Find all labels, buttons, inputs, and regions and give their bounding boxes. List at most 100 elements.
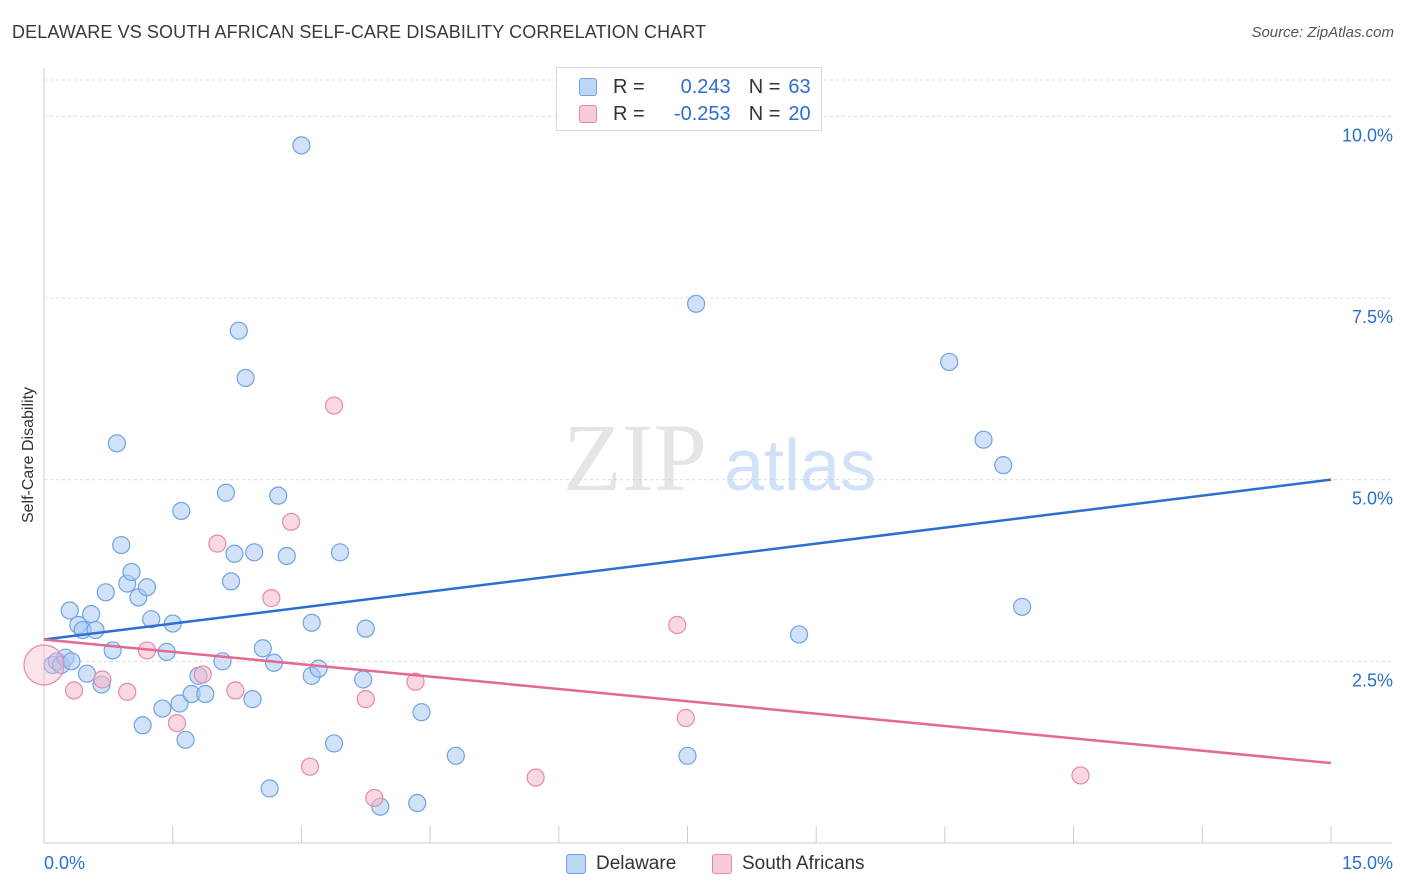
- delaware-point: [354, 670, 373, 689]
- south-africans-point: [365, 788, 384, 808]
- delaware-point: [153, 699, 172, 718]
- delaware-point: [236, 368, 255, 388]
- delaware-point: [1013, 597, 1032, 616]
- delaware-point: [309, 659, 328, 678]
- legend-r-label: R =: [613, 102, 645, 125]
- delaware-point: [269, 486, 288, 505]
- delaware-point: [302, 613, 321, 632]
- delaware-point: [446, 746, 465, 765]
- south-africans-point: [118, 682, 137, 701]
- bottom-legend-delaware-label: Delaware: [596, 853, 677, 874]
- south-africans-point: [324, 396, 344, 415]
- delaware-point: [107, 434, 127, 453]
- legend-r-value: -0.253: [673, 102, 731, 125]
- delaware-point: [686, 294, 706, 313]
- south-africans-point: [668, 615, 687, 635]
- delaware-point: [229, 321, 248, 340]
- bottom-swatch-south-africans: [712, 854, 732, 874]
- delaware-point: [82, 604, 101, 624]
- south-africans-point: [300, 757, 320, 776]
- delaware-point: [412, 703, 431, 722]
- delaware-point: [62, 652, 81, 671]
- delaware-point: [176, 730, 195, 749]
- y-axis-title: Self-Care Disability: [20, 386, 37, 524]
- south-africans-point: [167, 713, 187, 733]
- delaware-point: [216, 483, 235, 502]
- delaware-point: [678, 746, 697, 765]
- source-credit: Source: ZipAtlas.com: [1251, 24, 1394, 41]
- delaware-point: [356, 619, 375, 638]
- legend-n-value: 63: [788, 75, 811, 98]
- delaware-point: [292, 136, 311, 155]
- legend-swatch-delaware: [579, 78, 597, 96]
- delaware-points: [43, 136, 1032, 816]
- tick-labels: 2.5% 5.0% 7.5% 10.0% 0.0% 15.0%: [44, 125, 1393, 873]
- delaware-point: [260, 779, 279, 798]
- south-africans-points: [23, 396, 1090, 808]
- delaware-point: [243, 690, 262, 709]
- legend-row-south-africans: R = -0.253 N = 20: [579, 101, 811, 127]
- legend: R = 0.243 N = 63 R = -0.253 N = 20: [556, 67, 822, 131]
- south-africans-point: [262, 589, 281, 608]
- trend-lines: [43, 478, 1332, 765]
- delaware-point: [133, 716, 152, 735]
- legend-n-label: N =: [748, 102, 781, 125]
- delaware-point: [324, 734, 344, 753]
- south-africans-point: [193, 665, 212, 684]
- delaware-point: [112, 535, 131, 555]
- delaware-point: [940, 352, 959, 372]
- delaware-trend-line: [43, 478, 1332, 641]
- bottom-legend-south-africans-label: South Africans: [742, 853, 865, 874]
- delaware-point: [172, 501, 191, 521]
- south-africans-point: [282, 512, 301, 531]
- south-africans-point: [1071, 766, 1090, 785]
- x-tick-label: 15.0%: [1342, 853, 1393, 873]
- bottom-legend-south-africans: South Africans: [712, 852, 865, 876]
- y-tick-label: 5.0%: [1352, 489, 1393, 509]
- delaware-point: [277, 546, 296, 566]
- delaware-point: [170, 694, 189, 713]
- delaware-point: [142, 610, 161, 629]
- legend-n-label: N =: [748, 75, 781, 98]
- y-tick-label: 7.5%: [1352, 307, 1393, 327]
- chart-title: DELAWARE VS SOUTH AFRICAN SELF-CARE DISA…: [12, 22, 707, 42]
- south-africans-point: [526, 768, 545, 787]
- south-africans-trend-line: [43, 638, 1332, 765]
- south-africans-point: [676, 708, 695, 728]
- bottom-legend-delaware: Delaware: [566, 852, 676, 876]
- watermark-atlas: atlas: [724, 426, 876, 506]
- south-africans-point: [356, 690, 375, 709]
- legend-r-value: 0.243: [680, 75, 731, 98]
- delaware-point: [77, 664, 97, 683]
- delaware-point: [253, 639, 272, 658]
- delaware-point: [789, 625, 809, 644]
- delaware-point: [974, 430, 993, 449]
- delaware-point: [245, 543, 264, 562]
- delaware-point: [196, 684, 215, 704]
- south-africans-point: [23, 644, 65, 686]
- axes: [43, 68, 1392, 844]
- legend-n-value: 20: [788, 102, 811, 125]
- x-tick-label: 0.0%: [44, 853, 85, 873]
- delaware-point: [137, 578, 157, 597]
- south-africans-point: [64, 681, 84, 700]
- delaware-point: [96, 583, 115, 602]
- y-tick-label: 10.0%: [1342, 125, 1393, 145]
- south-africans-point: [226, 681, 245, 700]
- delaware-point: [221, 572, 241, 591]
- south-africans-point: [93, 670, 112, 689]
- y-tick-label: 2.5%: [1352, 670, 1393, 690]
- legend-row-delaware: R = 0.243 N = 63: [579, 74, 811, 100]
- delaware-point: [122, 562, 141, 582]
- south-africans-point: [406, 672, 425, 691]
- watermark-zip: ZIP: [563, 404, 707, 511]
- delaware-point: [408, 793, 427, 813]
- legend-swatch-south-africans: [579, 105, 597, 123]
- delaware-point: [60, 601, 79, 620]
- delaware-point: [225, 544, 244, 563]
- delaware-point: [86, 620, 105, 640]
- south-africans-point: [208, 534, 227, 553]
- bottom-swatch-delaware: [566, 854, 586, 874]
- delaware-point: [994, 456, 1013, 475]
